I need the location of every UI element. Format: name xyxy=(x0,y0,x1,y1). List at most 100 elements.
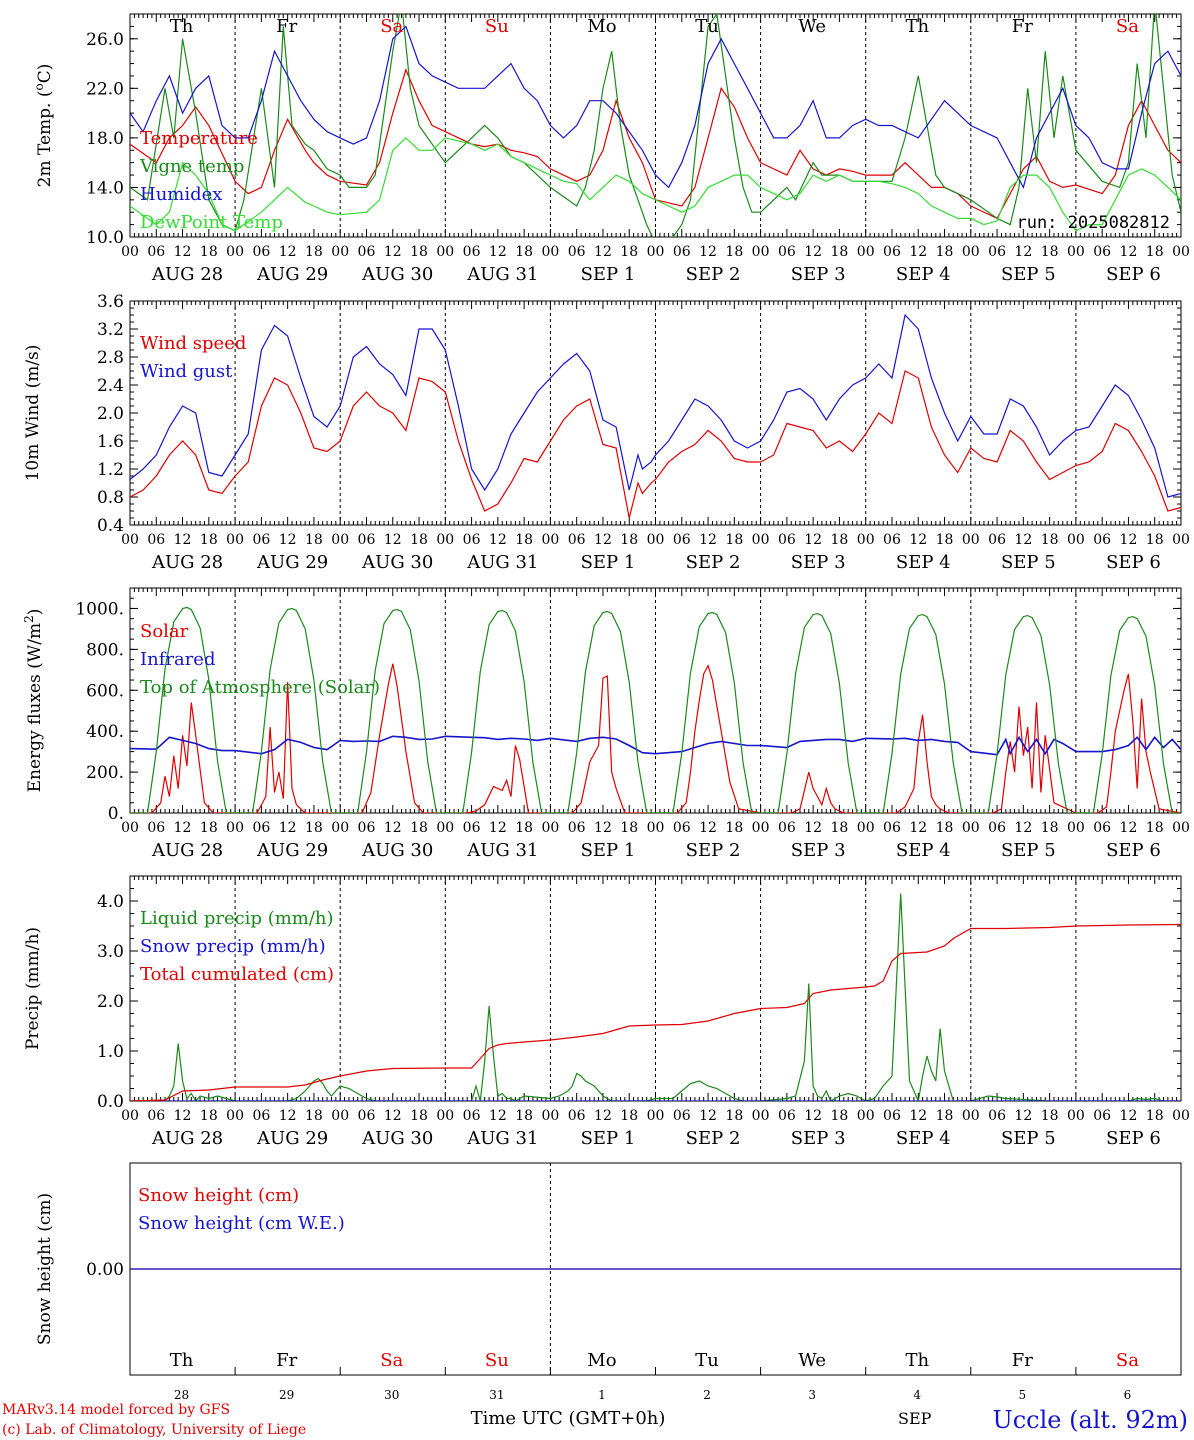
hour-label: 18 xyxy=(410,820,428,836)
hour-label: 00 xyxy=(857,820,875,836)
y-tick-label: 1.2 xyxy=(97,460,124,480)
hour-label: 00 xyxy=(331,1108,349,1124)
hour-label: 06 xyxy=(358,244,376,260)
hour-label: 00 xyxy=(226,820,244,836)
series-line xyxy=(130,25,1181,190)
hour-label: 12 xyxy=(804,820,822,836)
hour-label: 00 xyxy=(1067,1108,1085,1124)
hour-label: 12 xyxy=(699,1108,717,1124)
hour-label: 00 xyxy=(752,1108,770,1124)
legend-entry: Humidex xyxy=(140,184,222,205)
series-line xyxy=(130,14,1181,237)
hour-label: 06 xyxy=(358,1108,376,1124)
y-tick-label: 0. xyxy=(108,804,124,824)
hour-label: 06 xyxy=(147,244,165,260)
hour-label: 00 xyxy=(226,1108,244,1124)
hour-label: 12 xyxy=(174,1108,192,1124)
y-tick-label: 1.6 xyxy=(97,432,124,452)
date-label: SEP 4 xyxy=(896,1128,951,1149)
model-credit: MARv3.14 model forced by GFS xyxy=(2,1402,230,1418)
hour-label: 06 xyxy=(1093,244,1111,260)
hour-label: 18 xyxy=(515,1108,533,1124)
hour-label: 18 xyxy=(515,532,533,548)
weekday-label: Mo xyxy=(587,16,616,37)
hour-label: 18 xyxy=(515,244,533,260)
day-number-label: 31 xyxy=(489,1388,504,1402)
hour-label: 12 xyxy=(489,1108,507,1124)
weekday-label: Fr xyxy=(1012,16,1033,37)
hour-label: 12 xyxy=(279,532,297,548)
hour-label: 06 xyxy=(252,244,270,260)
y-tick-label: 2.0 xyxy=(97,992,124,1012)
hour-label: 00 xyxy=(121,1108,139,1124)
hour-label: 12 xyxy=(384,820,402,836)
month-label: SEP xyxy=(898,1409,932,1428)
day-number-label: 6 xyxy=(1124,1388,1132,1402)
hour-label: 06 xyxy=(147,820,165,836)
date-label: AUG 31 xyxy=(466,1128,538,1149)
hour-label: 00 xyxy=(647,1108,665,1124)
hour-label: 12 xyxy=(174,532,192,548)
legend-entry: Infrared xyxy=(140,649,215,670)
hour-label: 06 xyxy=(463,244,481,260)
legend-entry: Snow precip (mm/h) xyxy=(140,936,326,957)
hour-label: 00 xyxy=(962,1108,980,1124)
hour-label: 06 xyxy=(673,244,691,260)
hour-label: 06 xyxy=(147,1108,165,1124)
y-axis-label: Snow height (cm) xyxy=(35,1193,55,1345)
hour-label: 06 xyxy=(463,1108,481,1124)
weekday-label: Th xyxy=(170,16,194,37)
hour-label: 00 xyxy=(647,244,665,260)
hour-label: 12 xyxy=(174,820,192,836)
date-label: AUG 31 xyxy=(466,264,538,285)
copyright-credit: (c) Lab. of Climatology, University of L… xyxy=(2,1422,306,1438)
weekday-label: Su xyxy=(485,1350,509,1371)
date-label: AUG 30 xyxy=(361,1128,433,1149)
date-label: AUG 30 xyxy=(361,552,433,573)
hour-label: 18 xyxy=(1146,820,1164,836)
weekday-label: Tu xyxy=(695,1350,719,1371)
date-label: AUG 28 xyxy=(151,264,223,285)
hour-label: 18 xyxy=(305,1108,323,1124)
y-tick-label: 18.0 xyxy=(86,129,124,149)
hour-label: 18 xyxy=(936,244,954,260)
y-tick-label: 22.0 xyxy=(86,79,124,99)
date-label: SEP 2 xyxy=(686,840,741,861)
hour-label: 18 xyxy=(831,244,849,260)
date-label: SEP 3 xyxy=(791,552,846,573)
hour-label: 12 xyxy=(1120,244,1138,260)
hour-label: 12 xyxy=(594,1108,612,1124)
y-tick-label: 0.00 xyxy=(86,1260,124,1280)
hour-label: 06 xyxy=(358,820,376,836)
legend-entry: DewPoint Temp xyxy=(140,212,283,233)
hour-label: 18 xyxy=(936,532,954,548)
hour-label: 00 xyxy=(436,1108,454,1124)
hour-label: 00 xyxy=(331,532,349,548)
y-axis-label: Precip (mm/h) xyxy=(23,927,43,1050)
hour-label: 18 xyxy=(1041,820,1059,836)
series-line xyxy=(130,370,1181,519)
day-number-label: 3 xyxy=(808,1388,816,1402)
date-label: AUG 31 xyxy=(466,840,538,861)
hour-label: 18 xyxy=(410,1108,428,1124)
hour-label: 12 xyxy=(1014,820,1032,836)
hour-label: 00 xyxy=(1172,532,1190,548)
hour-label: 18 xyxy=(1146,532,1164,548)
hour-label: 12 xyxy=(1120,1108,1138,1124)
hour-label: 18 xyxy=(1146,244,1164,260)
y-tick-label: 600. xyxy=(86,681,124,701)
hour-label: 12 xyxy=(804,532,822,548)
hour-label: 00 xyxy=(226,244,244,260)
hour-label: 18 xyxy=(831,820,849,836)
date-label: AUG 31 xyxy=(466,552,538,573)
hour-label: 00 xyxy=(226,532,244,548)
hour-label: 06 xyxy=(778,532,796,548)
weekday-label: Fr xyxy=(276,1350,297,1371)
date-label: SEP 6 xyxy=(1106,264,1161,285)
y-tick-label: 2.8 xyxy=(97,348,124,368)
y-tick-label: 1000. xyxy=(75,599,124,619)
hour-label: 00 xyxy=(541,1108,559,1124)
hour-label: 12 xyxy=(384,1108,402,1124)
hour-label: 18 xyxy=(200,1108,218,1124)
